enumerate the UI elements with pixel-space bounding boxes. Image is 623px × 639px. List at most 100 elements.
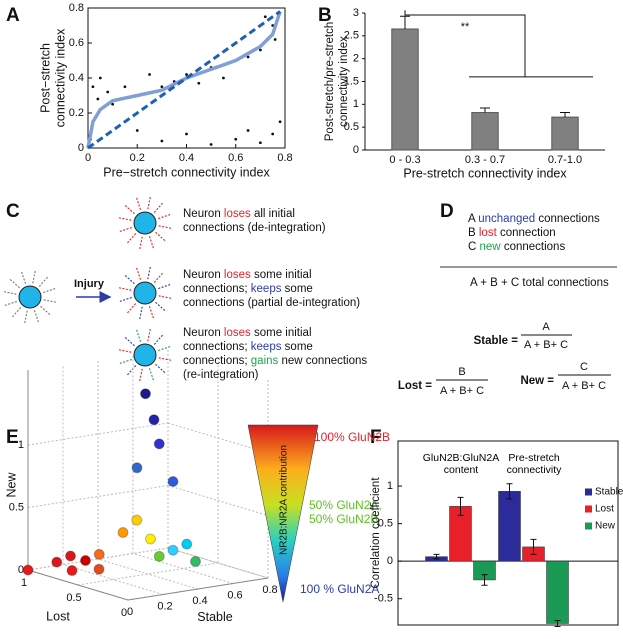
- colorbar-label: 100 % GluN2A: [300, 582, 379, 596]
- panel-label: F: [370, 427, 382, 448]
- text: Neuron: [183, 208, 221, 220]
- y-tick-label: 3: [353, 7, 359, 19]
- colorbar-label: 100% GluN2B: [314, 430, 390, 444]
- grid-line: [167, 485, 269, 516]
- neurite: [119, 226, 132, 233]
- legend-label: Lost: [595, 504, 614, 515]
- x-axis-label: Pre-stretch connectivity index: [403, 166, 567, 180]
- data-point: [117, 527, 129, 538]
- data-point: [160, 139, 164, 143]
- y-tick-label: 1: [21, 577, 27, 589]
- error-bar: [480, 107, 490, 113]
- x-tick-label: 0.4: [179, 152, 194, 164]
- neurite: [147, 266, 151, 280]
- outcome-text: Neuron loses some initial connections; k…: [183, 326, 368, 382]
- y-tick-label: 0.6: [69, 37, 84, 49]
- data-point: [185, 73, 188, 76]
- y-tick-label: 1: [387, 480, 393, 492]
- y-tick-label: 1: [353, 98, 359, 110]
- equation-name: Stable =: [474, 335, 519, 347]
- data-point: [65, 550, 76, 562]
- text: all initial connections (de-integration): [183, 208, 326, 234]
- neurite: [43, 287, 56, 294]
- text: loses: [223, 327, 251, 339]
- neurite: [126, 365, 137, 376]
- neurite: [38, 276, 49, 287]
- data-point: [148, 414, 160, 426]
- x-tick-label: 0.7-1.0: [548, 154, 582, 166]
- bar: [391, 28, 419, 151]
- text: some connections (partial de-integration…: [183, 283, 361, 309]
- colorbar: [247, 424, 319, 603]
- legend-label: Stable: [595, 487, 623, 498]
- injury-label: Injury: [74, 278, 105, 290]
- text: unchanged: [478, 213, 536, 225]
- total-text: A + B + C total connections: [470, 277, 609, 289]
- data-point: [131, 462, 143, 474]
- error-bar: [481, 574, 488, 586]
- neurite: [20, 271, 27, 284]
- text: connections: [538, 213, 600, 225]
- neurite: [155, 363, 166, 374]
- neurite: [126, 303, 137, 314]
- data-point: [209, 143, 213, 146]
- error-bar: [457, 496, 464, 516]
- data-point: [140, 388, 151, 400]
- y-tick-label: 2: [353, 53, 359, 65]
- neurite: [33, 310, 40, 323]
- z-tick-label: 0: [18, 564, 24, 576]
- error-bar: [554, 619, 561, 628]
- equation-den: A + B+ C: [524, 339, 568, 351]
- text: new connections (re-integration): [183, 355, 368, 381]
- neurite: [4, 300, 17, 307]
- neuron: [18, 285, 42, 309]
- x-axis-label: Pre−stretch connectivity index: [103, 165, 270, 179]
- neurite: [135, 197, 142, 210]
- grid-line: [167, 422, 269, 454]
- y-tick-label: 0: [387, 555, 393, 567]
- text: B: [468, 227, 476, 239]
- x-tick-label: 0.8: [262, 584, 277, 596]
- neuron: [133, 211, 157, 235]
- error-bar: [433, 553, 440, 560]
- data-point: [148, 73, 151, 76]
- data-point: [190, 556, 201, 567]
- data-point: [80, 555, 91, 566]
- plot-frame: [397, 440, 619, 626]
- neurite: [158, 283, 171, 290]
- y-tick-label: 2.5: [344, 30, 359, 42]
- bar: [498, 491, 521, 562]
- bar: [471, 112, 499, 151]
- neurite: [3, 291, 17, 295]
- error-bar: [530, 538, 537, 555]
- equation-num: C: [580, 361, 588, 373]
- x-tick-label: 0.8: [277, 152, 292, 164]
- y-axis-label: connectivity index: [338, 36, 350, 127]
- y-tick-label: 1.5: [344, 75, 359, 87]
- text: loses: [223, 269, 251, 281]
- grid-line: [62, 564, 164, 595]
- neurite: [124, 274, 135, 285]
- neurite: [135, 329, 142, 342]
- data-point: [181, 538, 193, 550]
- error-bar: [400, 15, 410, 29]
- data-point: [123, 85, 127, 89]
- neurite: [139, 306, 143, 320]
- text: keeps: [250, 341, 282, 353]
- x-tick-label: 0.3 - 0.7: [465, 154, 505, 166]
- text: keeps: [250, 283, 282, 295]
- y-axis-label: Correlation coefficient: [370, 477, 382, 589]
- data-point: [167, 476, 179, 487]
- legend-swatch: [585, 488, 592, 496]
- equation-num: A: [542, 321, 550, 333]
- legend-swatch: [585, 505, 592, 513]
- text: C: [468, 241, 477, 253]
- text: lost: [478, 227, 497, 239]
- category-label: GluN2B:GluN2A content: [422, 452, 500, 476]
- neurite: [124, 336, 135, 347]
- data-point: [91, 85, 95, 89]
- data-point: [273, 38, 277, 41]
- x-tick-label: 0 - 0.3: [389, 154, 420, 166]
- data-point: [98, 76, 102, 80]
- neurite: [147, 328, 151, 342]
